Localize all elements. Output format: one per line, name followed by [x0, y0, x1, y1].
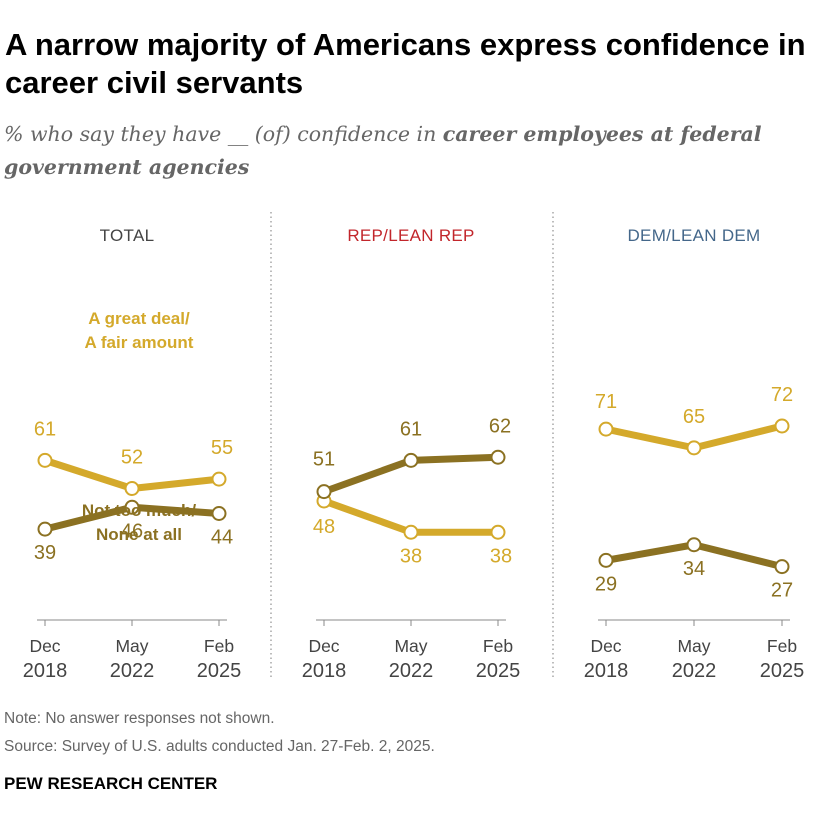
- x-tick-label-month: Feb: [483, 636, 513, 656]
- x-tick-label-year: 2018: [584, 660, 629, 682]
- source-text: Source: Survey of U.S. adults conducted …: [4, 738, 435, 755]
- data-label-total-great_deal: 55: [211, 437, 233, 459]
- data-point-dem-not_much: [598, 552, 614, 568]
- legend-great-deal-line1: A great deal/: [88, 309, 190, 328]
- x-tick-label-month: Feb: [767, 636, 797, 656]
- data-point-total-not_much: [37, 521, 53, 537]
- x-tick-label-year: 2025: [760, 660, 805, 682]
- data-point-rep-not_much: [403, 452, 419, 468]
- x-tick-label-year: 2022: [110, 660, 155, 682]
- data-point-dem-not_much: [686, 537, 702, 553]
- note-text: Note: No answer responses not shown.: [4, 710, 275, 727]
- panel-heading-dem: DEM/LEAN DEM: [627, 226, 760, 245]
- data-label-rep-great_deal: 38: [490, 545, 512, 567]
- data-label-rep-great_deal: 38: [400, 545, 422, 567]
- chart-title: A narrow majority of Americans express c…: [5, 27, 806, 100]
- data-label-total-not_much: 39: [34, 542, 56, 564]
- pew-logo-text: PEW RESEARCH CENTER: [4, 774, 218, 793]
- x-tick-label-month: May: [677, 636, 710, 656]
- legend-not-much-line2: None at all: [96, 525, 182, 544]
- legend-not-much-line1: Not too much/: [82, 501, 197, 520]
- data-label-dem-not_much: 29: [595, 573, 617, 595]
- x-tick-label-year: 2022: [389, 660, 434, 682]
- subtitle-emphasis: career employees at federal government a…: [4, 122, 762, 179]
- x-tick-label-month: Dec: [590, 636, 621, 656]
- x-tick-label-year: 2018: [302, 660, 347, 682]
- data-point-rep-great_deal: [490, 524, 506, 540]
- data-point-rep-great_deal: [403, 524, 419, 540]
- line-chart-panels: TOTAL Dec 2018 May 2022 Feb 2025 61 52 55 39 46 44 RE…: [23, 212, 805, 682]
- data-label-total-great_deal: 52: [121, 447, 143, 469]
- x-tick-label-year: 2025: [197, 660, 242, 682]
- x-tick-label-month: Dec: [308, 636, 339, 656]
- data-point-dem-great_deal: [774, 418, 790, 434]
- data-point-total-great_deal: [211, 471, 227, 487]
- data-point-total-great_deal: [124, 481, 140, 496]
- data-point-dem-great_deal: [686, 440, 702, 456]
- data-point-rep-not_much: [316, 484, 332, 500]
- data-label-total-not_much: 46: [121, 520, 143, 542]
- data-label-dem-not_much: 34: [683, 558, 705, 580]
- data-label-rep-great_deal: 48: [313, 516, 335, 538]
- data-point-total-not_much: [124, 499, 140, 515]
- data-point-rep-not_much: [490, 449, 506, 465]
- data-label-total-not_much: 44: [211, 527, 233, 549]
- data-label-dem-not_much: 27: [771, 580, 793, 602]
- legend-great-deal-line2: A fair amount: [85, 333, 194, 352]
- data-point-total-great_deal: [37, 452, 53, 468]
- x-tick-label-year: 2018: [23, 660, 68, 682]
- panel-heading-total: TOTAL: [100, 226, 155, 245]
- x-tick-label-year: 2022: [672, 660, 717, 682]
- panel-heading-rep: REP/LEAN REP: [347, 226, 474, 245]
- x-tick-label-month: Dec: [29, 636, 60, 656]
- x-tick-label-year: 2025: [476, 660, 521, 682]
- x-tick-label-month: Feb: [204, 636, 234, 656]
- data-point-dem-not_much: [774, 559, 790, 575]
- chart-subtitle: % who say they have __ (of) confidence i…: [4, 118, 834, 184]
- x-tick-label-month: May: [394, 636, 427, 656]
- data-label-rep-not_much: 61: [400, 418, 422, 440]
- subtitle-prefix: % who say they have __ (of) confidence i…: [4, 122, 443, 146]
- data-label-dem-great_deal: 71: [595, 391, 617, 413]
- data-point-dem-great_deal: [598, 421, 614, 437]
- data-label-dem-great_deal: 72: [771, 384, 793, 406]
- x-tick-label-month: May: [115, 636, 148, 656]
- data-label-rep-not_much: 51: [313, 449, 335, 471]
- data-point-total-not_much: [211, 506, 227, 521]
- data-label-total-great_deal: 61: [34, 418, 56, 440]
- data-label-dem-great_deal: 65: [683, 406, 705, 428]
- data-label-rep-not_much: 62: [489, 415, 511, 437]
